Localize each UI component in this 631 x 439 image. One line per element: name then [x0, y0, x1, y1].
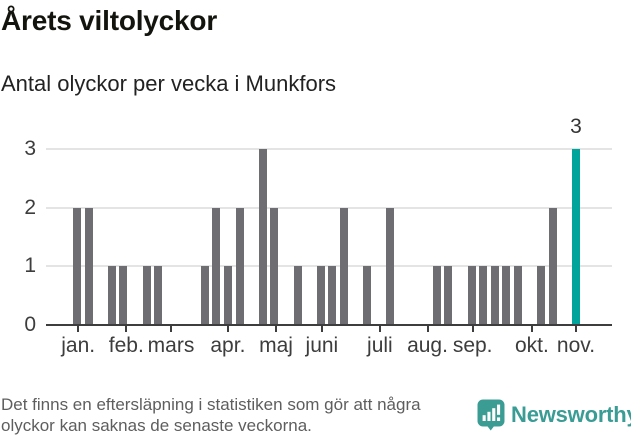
bar-week-13 [212, 207, 221, 324]
x-axis-label-jan: jan. [61, 334, 96, 357]
x-axis-tick-nov [575, 326, 577, 332]
bar-week-2 [84, 207, 93, 324]
bar-week-4 [107, 266, 116, 324]
bar-week-42 [548, 207, 557, 324]
bar-week-23 [328, 266, 337, 324]
bar-week-38 [502, 266, 511, 324]
gridline-y3 [46, 147, 612, 150]
bar-week-14 [223, 266, 232, 324]
newsworthy-logo-text: Newsworthy [511, 402, 631, 427]
bar-week-20 [293, 266, 302, 324]
bar-week-17 [258, 149, 267, 324]
x-axis-tick-aug [426, 326, 429, 332]
bar-week-1 [73, 207, 81, 324]
bar-week-8 [154, 266, 163, 324]
newsworthy-speech-bubble-bar-chart-icon [477, 399, 505, 431]
x-axis-tick-feb [125, 326, 128, 332]
chart-subtitle: Antal olyckor per vecka i Munkfors [1, 71, 337, 96]
bar-week-33 [444, 266, 453, 324]
bar-week-24 [339, 207, 348, 324]
y-axis-label-1: 1 [24, 254, 36, 278]
bar-week-32 [432, 266, 441, 324]
x-axis-label-okt: okt. [514, 334, 549, 357]
bar-week-41 [537, 266, 546, 324]
bar-week-18 [270, 207, 279, 324]
gridline-y2 [46, 206, 612, 209]
x-axis-label-apr: apr. [210, 334, 246, 357]
x-axis-label-mars: mars [147, 334, 195, 357]
y-axis-label-0: 0 [24, 313, 36, 336]
bar-week-5 [119, 266, 128, 324]
x-axis-tick-mars [170, 326, 172, 332]
x-axis-tick-maj [275, 326, 277, 332]
footnote-line-1: Det finns en eftersläpning i statistiken… [1, 395, 421, 414]
x-axis-tick-apr [226, 326, 229, 332]
bar-week-26 [363, 266, 372, 324]
x-axis-label-nov: nov. [556, 334, 596, 357]
x-axis-tick-juli [378, 326, 381, 332]
bar-week-39 [514, 266, 522, 324]
x-axis-tick-okt [530, 326, 533, 332]
bar-week-highlighted [572, 149, 580, 324]
bar-week-28 [386, 207, 395, 324]
y-axis-label-2: 2 [24, 195, 36, 219]
x-axis-label-juni: juni [305, 334, 339, 357]
x-axis-label-maj: maj [259, 334, 293, 357]
x-axis-tick-jan [77, 326, 80, 332]
bar-week-36 [479, 266, 488, 324]
highlight-value-label: 3 [570, 115, 582, 138]
x-axis-label-aug: aug. [407, 334, 448, 357]
x-axis-line [46, 324, 612, 326]
footnote: Det finns en eftersläpning i statistiken… [1, 394, 421, 436]
bar-week-12 [200, 266, 209, 324]
footnote-line-2: olyckor kan saknas de senaste veckorna. [1, 416, 312, 435]
bar-week-7 [142, 266, 151, 324]
x-axis-tick-juni [320, 326, 323, 332]
page-title: Årets viltolyckor [1, 5, 218, 36]
x-axis-label-feb: feb. [108, 334, 144, 357]
bar-week-22 [316, 266, 325, 324]
bar-week-37 [490, 266, 499, 324]
x-axis-label-sep: sep. [452, 334, 493, 357]
y-axis-label-3: 3 [24, 136, 36, 160]
x-axis-tick-sep [471, 326, 474, 332]
x-axis-label-juli: juli [367, 334, 393, 357]
bar-week-35 [467, 266, 476, 324]
bar-week-15 [235, 207, 244, 324]
newsworthy-logo: Newsworthy [477, 399, 631, 431]
